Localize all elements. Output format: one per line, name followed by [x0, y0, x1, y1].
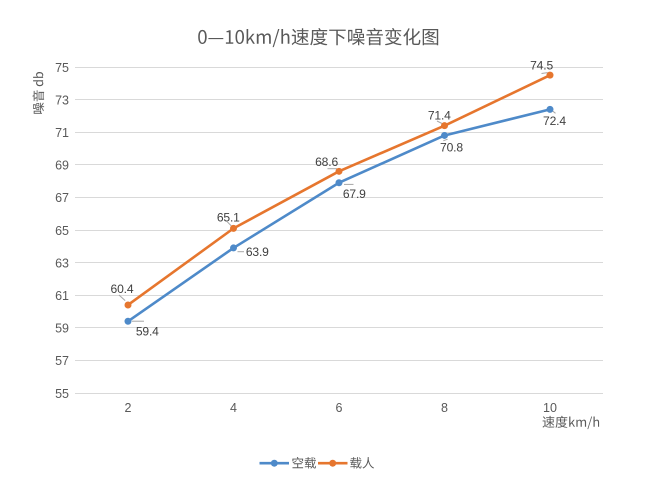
svg-text:73: 73 — [55, 93, 69, 107]
svg-text:67: 67 — [55, 191, 69, 205]
svg-text:68.6: 68.6 — [315, 155, 338, 169]
svg-text:63.9: 63.9 — [246, 245, 269, 259]
svg-text:59: 59 — [55, 322, 69, 336]
svg-text:10: 10 — [543, 401, 557, 415]
svg-text:60.4: 60.4 — [111, 282, 134, 296]
svg-text:65: 65 — [55, 224, 69, 238]
svg-text:61: 61 — [55, 289, 69, 303]
svg-text:59.4: 59.4 — [136, 325, 159, 339]
svg-text:4: 4 — [230, 401, 237, 415]
svg-text:2: 2 — [125, 401, 132, 415]
svg-text:72.4: 72.4 — [543, 114, 566, 128]
svg-text:67.9: 67.9 — [343, 187, 366, 201]
svg-text:6: 6 — [336, 401, 343, 415]
svg-text:71: 71 — [55, 126, 69, 140]
svg-text:63: 63 — [55, 256, 69, 270]
svg-text:70.8: 70.8 — [440, 141, 463, 155]
svg-text:71.4: 71.4 — [428, 109, 451, 123]
svg-text:74.5: 74.5 — [530, 58, 553, 72]
svg-text:69: 69 — [55, 159, 69, 173]
svg-text:75: 75 — [55, 61, 69, 75]
svg-text:65.1: 65.1 — [217, 210, 240, 224]
svg-text:55: 55 — [55, 387, 69, 401]
svg-text:57: 57 — [55, 354, 69, 368]
svg-text:8: 8 — [441, 401, 448, 415]
